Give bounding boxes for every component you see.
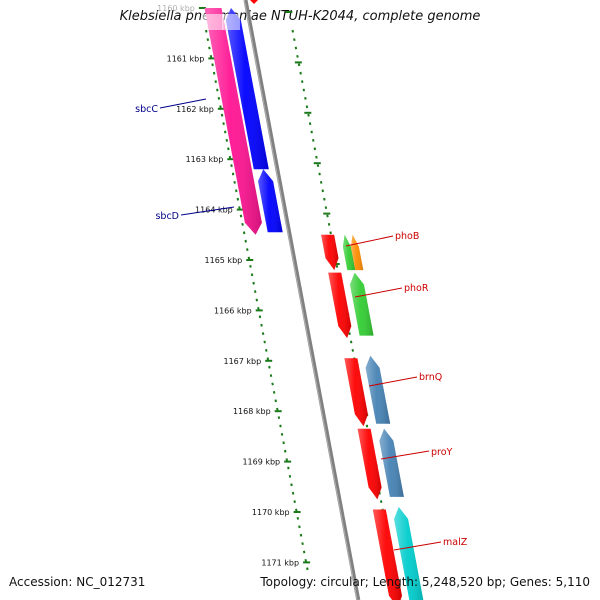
gene-arrow-top-fragment[interactable] — [250, 0, 258, 4]
gene-label-brnQ[interactable]: brnQ — [368, 372, 442, 387]
gene-malZ[interactable] — [394, 507, 425, 600]
label-leader-line — [354, 287, 403, 298]
tick-label: 1162 kbp — [176, 105, 214, 114]
gene-fade-top — [202, 14, 224, 30]
gene-arrow-magenta-shading — [204, 8, 262, 235]
label-leader-line — [345, 235, 394, 247]
gene-arrow-sbcD-shading — [258, 169, 283, 233]
gene-phoB-orange[interactable] — [350, 234, 364, 271]
gene-label-text: sbcC — [135, 104, 158, 115]
gene-unnamed-magenta[interactable] — [202, 8, 262, 235]
gene-arrow-red4-shading — [357, 428, 382, 500]
tick-label: 1165 kbp — [205, 256, 243, 265]
gene-arrow-red5-shading — [372, 509, 402, 600]
tick-label: 1163 kbp — [186, 155, 224, 164]
gene-red5[interactable] — [372, 509, 402, 600]
gene-proY[interactable] — [379, 428, 404, 497]
gene-arrow-phoB-orange-shading — [350, 234, 364, 271]
gene-red4[interactable] — [357, 428, 382, 500]
label-leader-line — [380, 450, 430, 460]
gene-label-phoR[interactable]: phoR — [354, 283, 429, 298]
gene-label-text: malZ — [443, 537, 468, 548]
gene-label-sbcD[interactable]: sbcD — [155, 206, 235, 222]
tick-label: 1168 kbp — [233, 407, 271, 416]
gene-red2[interactable] — [328, 272, 352, 339]
gene-label-text: phoB — [395, 231, 419, 242]
left-tick-track — [205, 29, 309, 571]
gene-labels: sbcC sbcD phoB phoR brnQ proY malZ — [135, 98, 468, 551]
gene-sbcD[interactable] — [258, 169, 283, 233]
gene-red1[interactable] — [321, 234, 339, 271]
tick-label: 1166 kbp — [214, 306, 252, 315]
gene-arrow-red1-shading — [321, 234, 339, 271]
tick-label: 1171 kbp — [261, 558, 299, 567]
gene-fade-top — [222, 14, 240, 30]
gene-arrow-phoB-green-shading — [342, 234, 356, 271]
gene-phoB-green[interactable] — [342, 234, 356, 271]
label-leader-line — [393, 541, 442, 551]
gene-label-proY[interactable]: proY — [380, 447, 453, 460]
backbone-highlight — [243, 0, 358, 600]
genome-info-text: Topology: circular; Length: 5,248,520 bp… — [260, 575, 590, 589]
gene-arrow-proY-shading — [379, 428, 404, 497]
gene-label-malZ[interactable]: malZ — [393, 537, 468, 551]
gene-arrow-sbcC-shading — [225, 8, 269, 170]
label-leader-line — [368, 376, 418, 387]
gene-arrow-phoR-shading — [350, 272, 374, 336]
gene-sbcC[interactable] — [222, 8, 269, 170]
gene-label-text: brnQ — [419, 372, 442, 383]
gene-red3[interactable] — [344, 358, 368, 427]
gene-arrow-red3-shading — [344, 358, 368, 427]
gene-brnQ[interactable] — [365, 355, 391, 424]
tick-label: 1161 kbp — [167, 54, 205, 63]
gene-arrow-red2-shading — [328, 272, 352, 339]
gene-label-text: proY — [431, 447, 453, 458]
label-leader-line — [180, 206, 235, 216]
gene-label-sbcC[interactable]: sbcC — [135, 98, 207, 115]
tick-label: 1170 kbp — [252, 508, 290, 517]
gene-label-text: phoR — [404, 283, 429, 294]
label-leader-line — [159, 98, 207, 109]
genome-backbone — [243, 0, 361, 600]
gene-arrow-brnQ-shading — [365, 355, 391, 424]
gene-phoR[interactable] — [350, 272, 374, 336]
gene-features — [202, 0, 425, 600]
tick-label: 1160 kbp — [157, 4, 195, 13]
tick-label: 1169 kbp — [242, 458, 280, 467]
backbone-line — [243, 0, 361, 600]
gene-label-phoB[interactable]: phoB — [345, 231, 419, 247]
accession-text: Accession: NC_012731 — [9, 575, 146, 589]
tick-label: 1167 kbp — [223, 357, 261, 366]
gene-label-text: sbcD — [155, 211, 179, 222]
gene-arrow-malZ-shading — [394, 507, 424, 600]
